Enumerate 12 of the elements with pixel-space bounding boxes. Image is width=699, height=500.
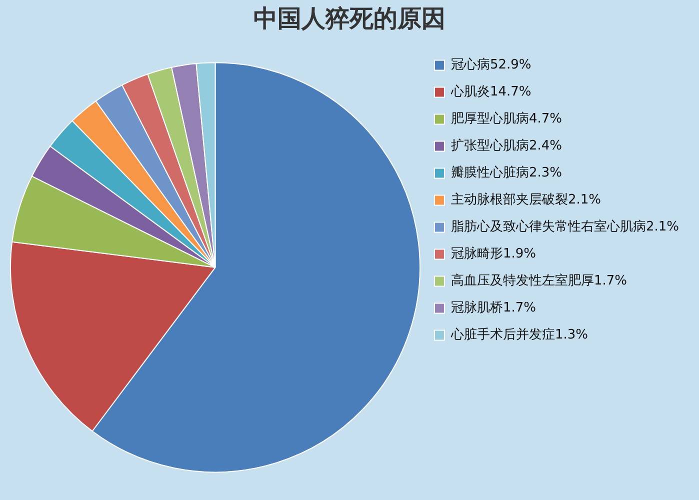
legend-label: 肥厚型心肌病4.7% bbox=[450, 110, 562, 127]
legend-label: 脂肪心及致心律失常性右室心肌病2.1% bbox=[450, 218, 680, 235]
legend-label: 心脏手术后并发症1.3% bbox=[450, 326, 588, 343]
legend-label: 冠脉肌桥1.7% bbox=[450, 300, 536, 316]
legend-label: 瓣膜性心脏病2.3% bbox=[450, 164, 562, 181]
legend-label: 高血压及特发性左室肥厚1.7% bbox=[450, 272, 628, 289]
legend-label: 扩张型心肌病2.4% bbox=[450, 138, 562, 154]
chart-title: 中国人猝死的原因 bbox=[254, 4, 446, 33]
legend-label: 心肌炎14.7% bbox=[450, 84, 532, 100]
legend-label: 主动脉根部夹层破裂2.1% bbox=[450, 192, 602, 208]
legend-label: 冠心病52.9% bbox=[450, 56, 532, 73]
legend-label: 冠脉畸形1.9% bbox=[450, 246, 536, 262]
